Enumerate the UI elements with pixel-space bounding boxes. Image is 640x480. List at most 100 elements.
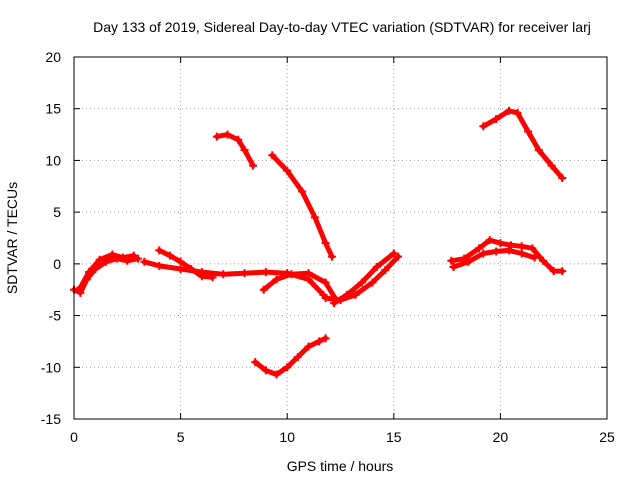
data-point: [261, 366, 270, 375]
data-point: [155, 261, 164, 270]
data-point: [530, 253, 539, 262]
data-point: [342, 290, 351, 299]
series-arc-10: [330, 249, 398, 308]
series-arc-3: [140, 257, 328, 299]
data-point: [372, 262, 381, 271]
data-point: [475, 244, 484, 253]
data-point: [315, 337, 324, 346]
data-point: [321, 293, 330, 302]
chart-title: Day 133 of 2019, Sidereal Day-to-day VTE…: [93, 19, 591, 35]
data-point: [539, 256, 548, 265]
data-point: [287, 270, 296, 279]
data-point: [381, 266, 390, 275]
y-tick-label: 15: [45, 101, 61, 117]
y-tick-label: -5: [49, 308, 62, 324]
series-arc-6: [268, 151, 336, 261]
x-tick-label: 10: [279, 429, 295, 445]
data-point: [449, 262, 458, 271]
data-point: [517, 242, 526, 251]
data-point: [504, 106, 513, 115]
data-point: [283, 363, 292, 372]
data-point: [547, 161, 556, 170]
data-point: [165, 251, 174, 260]
data-point: [524, 127, 533, 136]
series-trace: [323, 254, 401, 303]
series-arc-11: [447, 236, 567, 276]
data-point: [133, 254, 142, 263]
data-point: [293, 352, 302, 361]
data-point: [517, 249, 526, 258]
data-point: [496, 239, 505, 248]
data-point: [240, 269, 249, 278]
data-point: [212, 132, 221, 141]
data-point: [283, 166, 292, 175]
data-point: [249, 161, 258, 170]
plot-frame: [73, 56, 608, 420]
data-point: [259, 285, 268, 294]
data-point: [479, 249, 488, 258]
series-trace: [261, 270, 339, 303]
data-point: [558, 174, 567, 183]
y-tick-label: 0: [53, 256, 61, 272]
data-point: [534, 146, 543, 155]
data-point: [119, 253, 128, 262]
x-tick-label: 5: [177, 429, 185, 445]
data-point: [464, 257, 473, 266]
y-tick-label: 5: [53, 204, 61, 220]
series-arc-8: [259, 269, 341, 305]
data-point: [129, 251, 138, 260]
data-point: [234, 135, 243, 144]
data-point: [272, 370, 281, 379]
data-point: [272, 275, 281, 284]
series-arc-12: [449, 246, 539, 271]
data-point: [351, 290, 360, 299]
y-axis-label: SDTVAR / TECUs: [4, 182, 20, 294]
data-point: [95, 255, 104, 264]
series-arc-13: [479, 106, 567, 183]
data-point: [268, 151, 277, 160]
series-trace: [448, 237, 565, 274]
data-point: [304, 342, 313, 351]
data-point: [251, 358, 260, 367]
data-point: [492, 247, 501, 256]
data-point: [492, 115, 501, 124]
data-point: [208, 273, 217, 282]
data-point: [321, 334, 330, 343]
data-point: [549, 267, 558, 276]
data-point: [479, 122, 488, 131]
data-point: [261, 268, 270, 277]
x-axis-label: GPS time / hours: [287, 458, 394, 474]
data-point: [389, 249, 398, 258]
x-tick-label: 0: [70, 429, 78, 445]
series-arc-2: [76, 250, 138, 292]
data-point: [485, 236, 494, 245]
axis-ticks: 0 5 10 15 20 25 -15 -10 -5 0 5 10 15 20: [41, 49, 615, 445]
data-point: [140, 257, 149, 266]
series-trace: [269, 152, 335, 260]
data-point: [528, 244, 537, 253]
y-tick-label: 10: [45, 152, 61, 168]
data-point: [357, 278, 366, 287]
data-point: [330, 299, 339, 308]
data-point: [513, 108, 522, 117]
data-point: [187, 265, 196, 274]
series-trace: [480, 108, 565, 181]
data-point: [155, 246, 164, 255]
data-point: [394, 252, 403, 261]
data-series: [70, 106, 567, 379]
grid-lines: [74, 57, 607, 419]
series-arc-4: [155, 246, 217, 282]
series-arc-5: [212, 130, 258, 170]
y-tick-label: -10: [41, 359, 61, 375]
data-point: [310, 213, 319, 222]
data-point: [327, 252, 336, 261]
data-point: [304, 269, 313, 278]
data-point: [197, 272, 206, 281]
data-point: [176, 257, 185, 266]
data-point: [507, 241, 516, 250]
data-point: [219, 270, 228, 279]
data-point: [368, 278, 377, 287]
data-point: [504, 246, 513, 255]
data-point: [298, 187, 307, 196]
